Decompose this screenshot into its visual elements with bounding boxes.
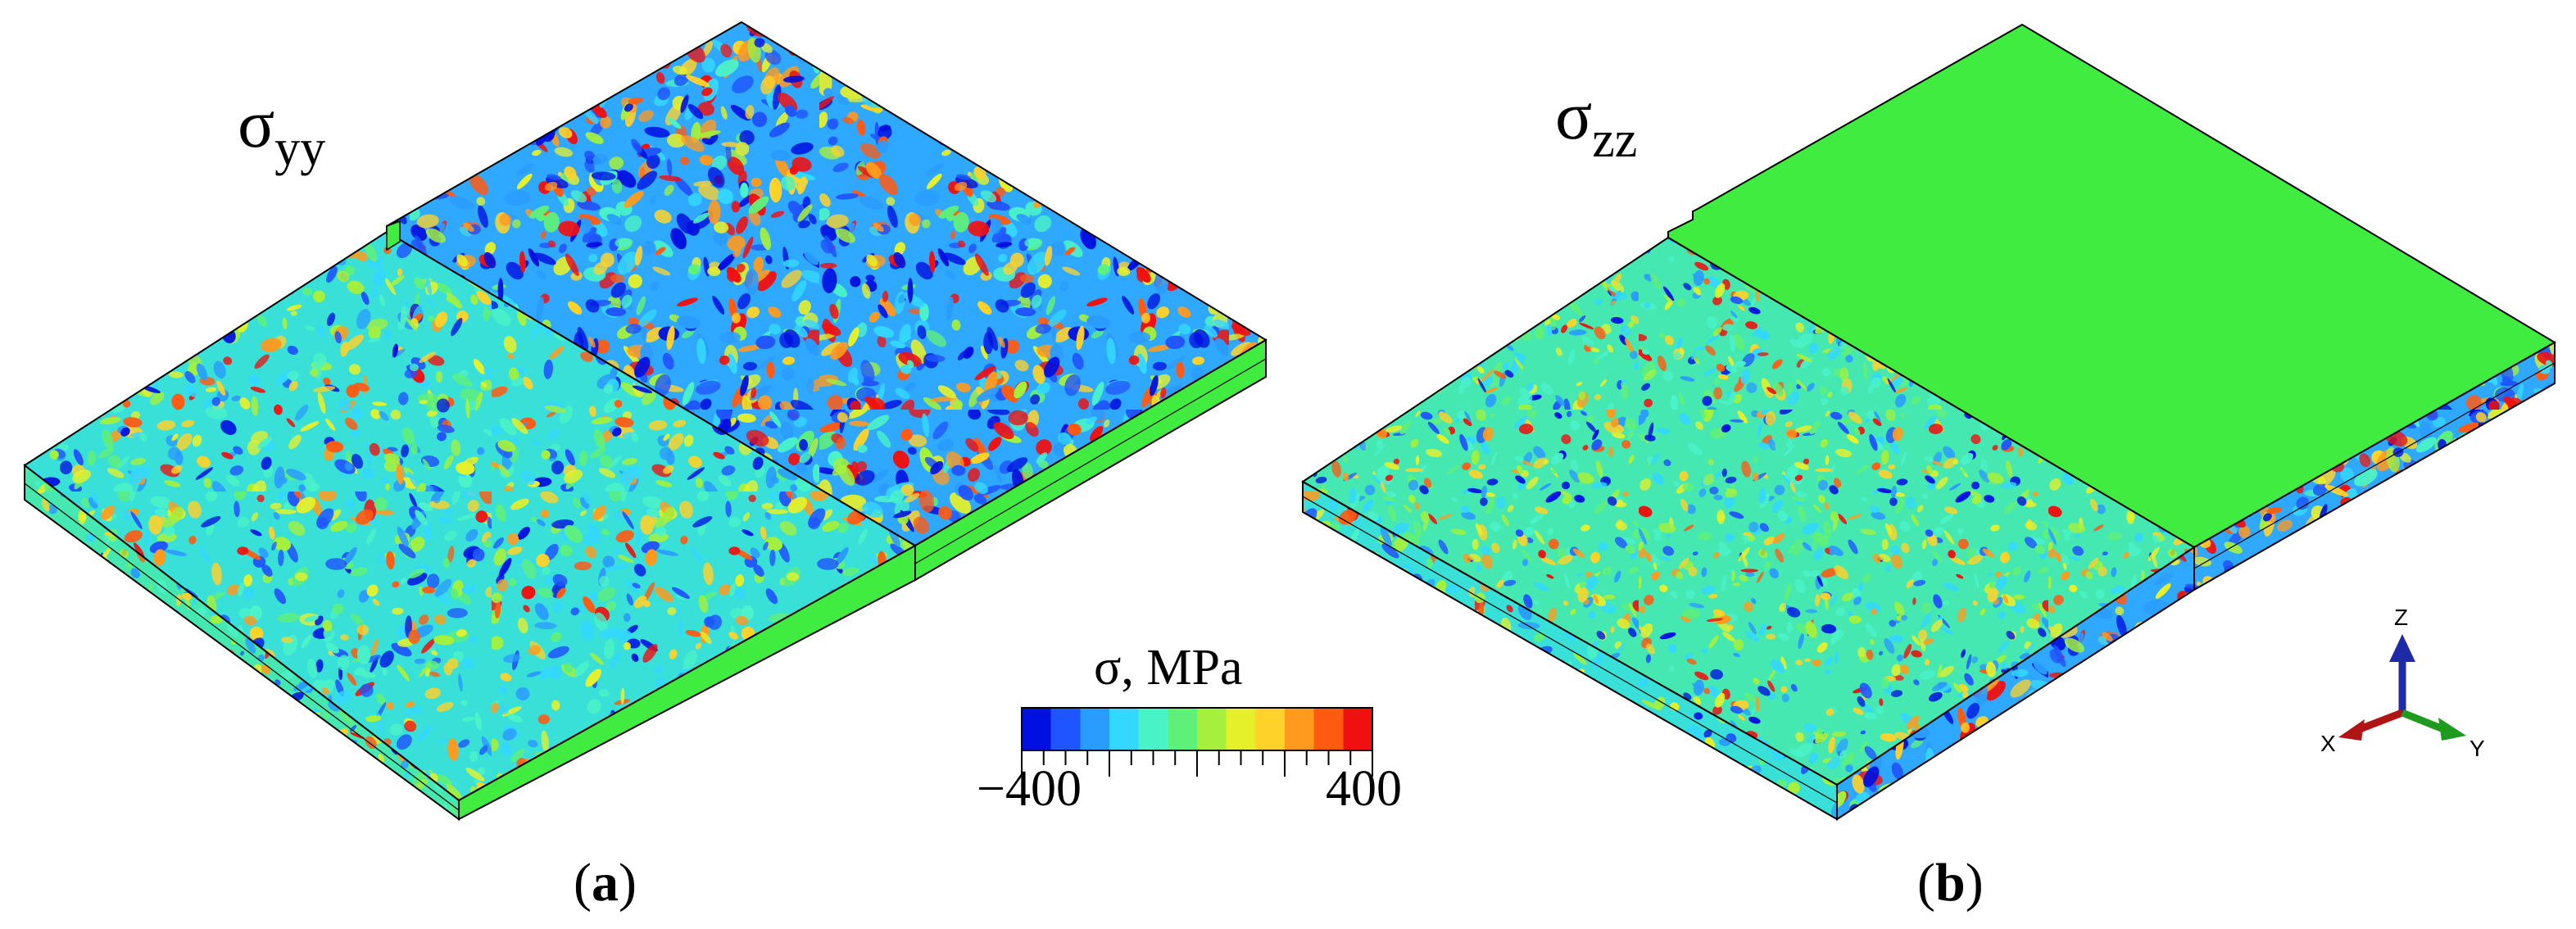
panel-a-step [386, 220, 401, 252]
panel-b-title-symbol: σ [1555, 78, 1593, 154]
colorbar-bar [1021, 707, 1373, 751]
panel-b-block [1301, 23, 2556, 821]
panel-a-block [23, 20, 1268, 821]
panel-a-side-face-upper [914, 338, 1267, 582]
colorbar-max-label: 400 [1326, 761, 1402, 817]
panel-a-label: (a) [574, 852, 637, 914]
colorbar [1021, 707, 1373, 777]
panel-b-title: σzz [1555, 82, 1638, 168]
panel-b-label-open: ( [1917, 853, 1935, 913]
panel-a-title: σyy [238, 90, 325, 174]
panel-b-label: (b) [1917, 852, 1984, 914]
axis-x-label: X [2320, 731, 2336, 756]
panel-a-title-symbol: σ [238, 86, 275, 162]
colorbar-min-label: −400 [977, 761, 1082, 817]
panel-a-title-subscript: yy [274, 120, 326, 176]
panel-a-label-open: ( [574, 853, 592, 913]
axes-triad [2338, 634, 2466, 741]
panel-b-title-subscript: zz [1592, 112, 1638, 168]
panel-a-label-close: ) [618, 853, 637, 913]
panel-a-label-letter: a [591, 853, 619, 913]
panel-b-label-letter: b [1934, 853, 1966, 913]
axis-y-label: Y [2469, 736, 2485, 761]
colorbar-title: σ, MPa [1094, 640, 1243, 696]
panel-b-label-close: ) [1965, 853, 1984, 913]
axis-z-label: Z [2394, 605, 2409, 630]
